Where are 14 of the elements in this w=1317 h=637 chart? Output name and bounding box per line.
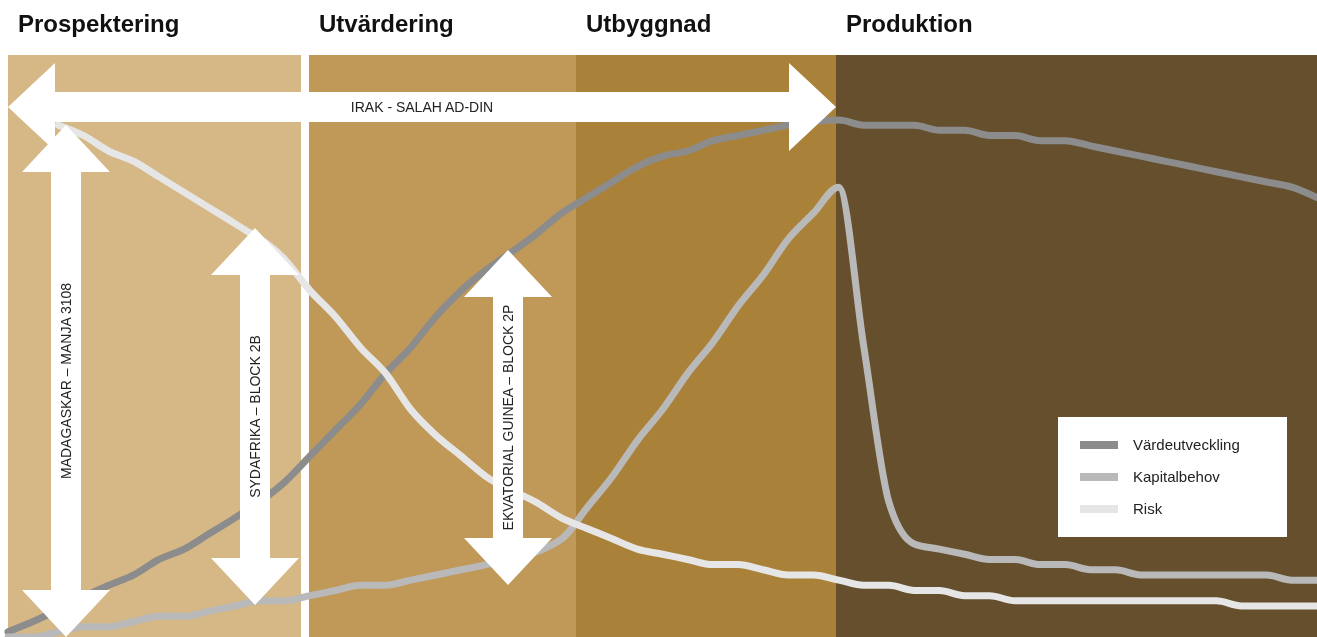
legend-label: Kapitalbehov: [1133, 468, 1221, 485]
legend-label: Värdeutveckling: [1133, 436, 1240, 453]
double-arrow: MADAGASKAR – MANJA 3108: [22, 125, 110, 637]
annotation: MADAGASKAR – MANJA 3108: [58, 282, 74, 480]
text: Prospektering: [18, 10, 180, 37]
double-arrow: SYDAFRIKA – BLOCK 2B: [211, 228, 299, 605]
text: Produktion: [846, 10, 973, 37]
text: Utbyggnad: [586, 10, 712, 37]
annotation: EKVATORIAL GUINEA – BLOCK 2P: [500, 304, 516, 531]
annotation: SYDAFRIKA – BLOCK 2B: [247, 335, 263, 498]
double-arrow: IRAK - SALAH AD-DIN: [8, 63, 836, 151]
legend-label: Risk: [1133, 500, 1163, 517]
double-arrow: EKVATORIAL GUINEA – BLOCK 2P: [464, 250, 552, 585]
text: Utvärdering: [319, 10, 454, 37]
